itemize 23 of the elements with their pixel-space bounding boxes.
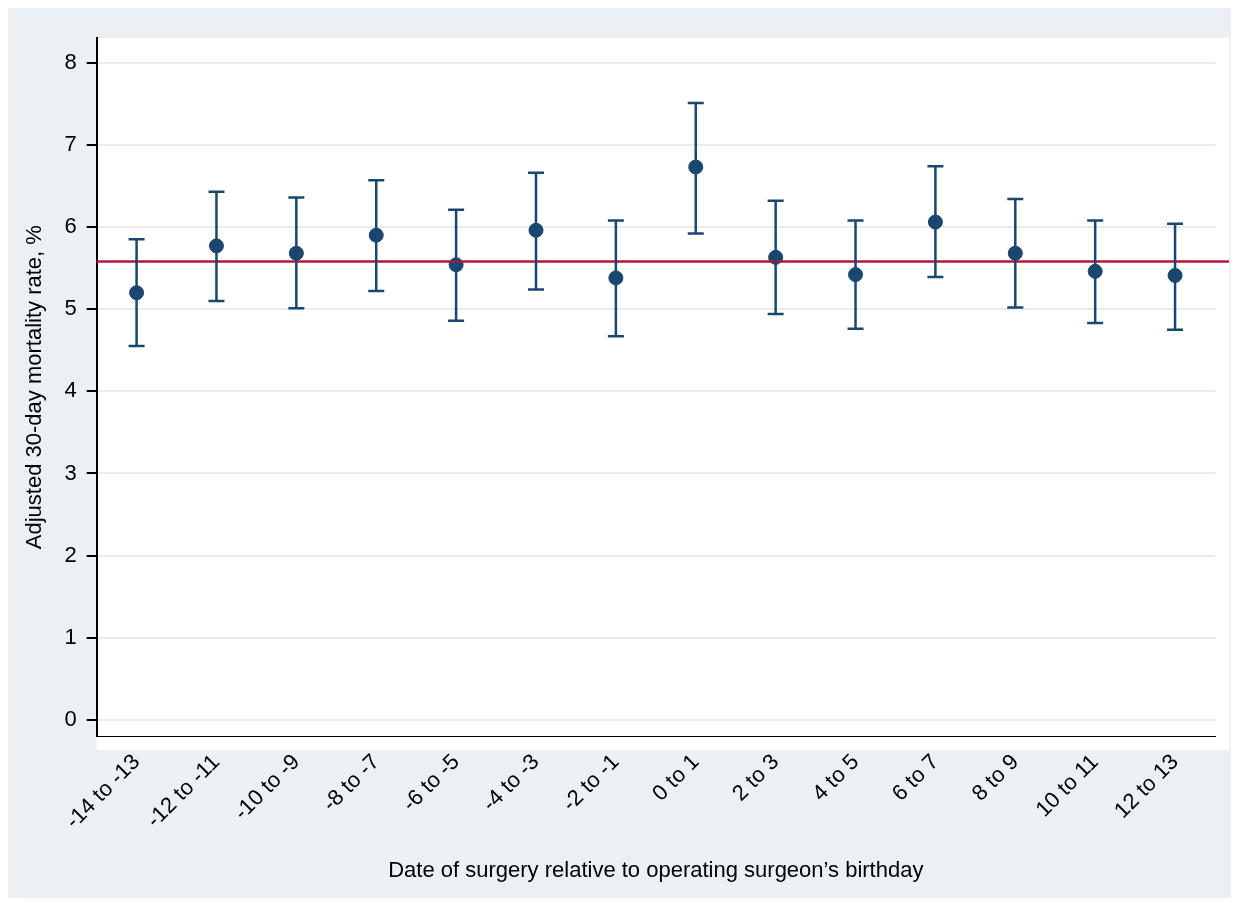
x-tick-label: 8 to 9 xyxy=(966,748,1024,806)
x-tick-label: 0 to 1 xyxy=(646,748,704,806)
x-tick-label: -2 to -1 xyxy=(556,748,624,816)
y-tick-label: 4 xyxy=(64,377,77,403)
x-tick-label: 2 to 3 xyxy=(726,748,784,806)
y-tick-label: 5 xyxy=(64,295,77,321)
y-tick-label: 6 xyxy=(64,213,77,239)
x-tick-label: 10 to 11 xyxy=(1030,748,1103,822)
y-tick-label: 7 xyxy=(64,130,77,156)
y-tick-label: 3 xyxy=(64,459,77,485)
x-tick-label: 12 to 13 xyxy=(1108,748,1183,823)
x-tick-label: -6 to -5 xyxy=(396,748,464,816)
x-tick-label: 4 to 5 xyxy=(806,748,864,806)
y-tick-label: 1 xyxy=(64,623,77,649)
y-tick-label: 8 xyxy=(64,48,77,74)
x-tick-label: -10 to -9 xyxy=(228,748,305,825)
x-axis-title: Date of surgery relative to operating surgeon’s birthday xyxy=(388,856,924,882)
x-tick-label: -4 to -3 xyxy=(476,748,544,816)
y-tick-label: 0 xyxy=(64,705,77,731)
x-tick-label: -8 to -7 xyxy=(317,748,385,816)
y-axis-title: Adjusted 30-day mortality rate, % xyxy=(21,225,47,550)
y-tick-label: 2 xyxy=(64,541,77,567)
x-tick-label: 6 to 7 xyxy=(886,748,944,806)
